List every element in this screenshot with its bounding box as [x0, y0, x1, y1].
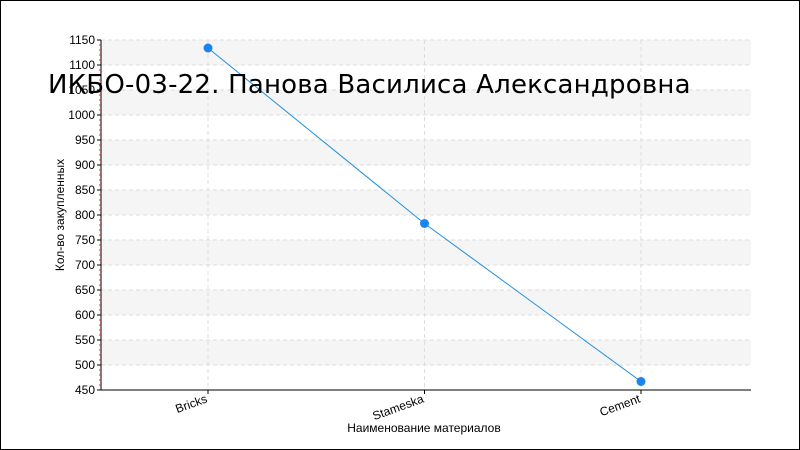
- y-tick-label: 550: [75, 333, 95, 347]
- x-tick-label: Cement: [598, 391, 643, 419]
- y-tick-label: 700: [75, 258, 95, 272]
- chart-title: ИКБО-03-22. Панова Василиса Александровн…: [48, 70, 691, 100]
- y-tick-label: 1100: [69, 58, 95, 72]
- grid-band: [101, 40, 751, 65]
- y-axis-label: Кол-во закупленных: [53, 159, 67, 271]
- data-series: [203, 43, 646, 386]
- y-tick-label: 800: [75, 208, 95, 222]
- data-point-bricks: [203, 43, 213, 53]
- grid-band: [101, 340, 751, 365]
- y-tick-label: 450: [75, 383, 95, 397]
- x-tick-label: Bricks: [174, 392, 209, 416]
- grid-band: [101, 190, 751, 215]
- y-axis-ticks: 450 500 550 600 650 700 750 800 850 900 950 1000 105…: [68, 33, 101, 397]
- data-point-cement: [636, 377, 646, 386]
- y-tick-label: 900: [75, 158, 95, 172]
- data-point-stameska: [420, 219, 429, 228]
- y-tick-label: 1150: [69, 33, 95, 47]
- grid-band: [101, 290, 751, 315]
- grid-band: [101, 140, 751, 165]
- x-axis-label: Наименование материалов: [347, 421, 500, 435]
- x-tick-label: Stameska: [371, 392, 426, 424]
- background-bands: [101, 40, 751, 365]
- y-tick-label: 950: [75, 133, 95, 147]
- grid-band: [101, 240, 751, 265]
- y-tick-label: 650: [75, 283, 95, 297]
- y-tick-label: 1050: [68, 83, 95, 97]
- x-axis-ticks: Bricks Stameska Cement: [174, 390, 643, 423]
- y-tick-label: 600: [75, 308, 95, 322]
- y-tick-label: 500: [75, 358, 95, 372]
- grid-band: [101, 90, 751, 115]
- y-tick-label: 1000: [68, 108, 95, 122]
- y-tick-label: 850: [75, 183, 95, 197]
- y-tick-label: 750: [75, 233, 95, 247]
